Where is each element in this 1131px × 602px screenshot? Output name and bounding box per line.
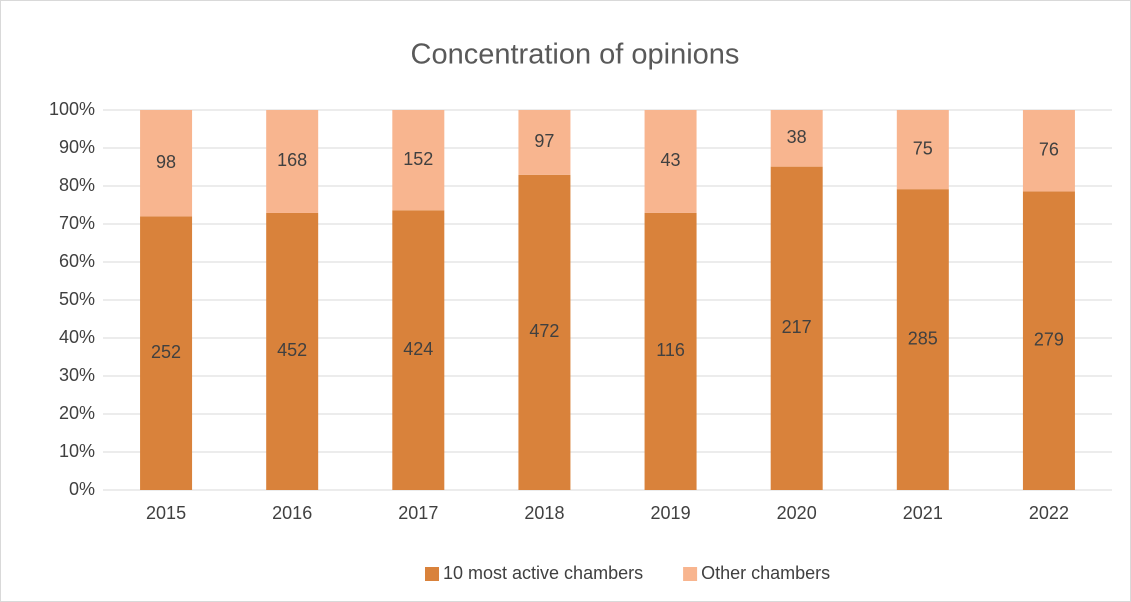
data-label: 98 — [156, 152, 176, 172]
data-label: 168 — [277, 150, 307, 170]
x-tick-label: 2022 — [1029, 503, 1069, 523]
y-tick-label: 30% — [59, 365, 95, 385]
x-tick-label: 2021 — [903, 503, 943, 523]
bar-segment — [392, 110, 445, 211]
bar-segment — [770, 110, 823, 167]
y-tick-label: 80% — [59, 175, 95, 195]
x-tick-label: 2020 — [777, 503, 817, 523]
data-label: 285 — [908, 328, 938, 348]
data-label: 43 — [661, 150, 681, 170]
bar-segment — [140, 110, 193, 217]
data-label: 76 — [1039, 139, 1059, 159]
y-tick-label: 90% — [59, 137, 95, 157]
y-tick-label: 40% — [59, 327, 95, 347]
bar-segment — [518, 174, 571, 490]
y-tick-label: 10% — [59, 441, 95, 461]
x-tick-label: 2016 — [272, 503, 312, 523]
x-tick-label: 2015 — [146, 503, 186, 523]
x-tick-label: 2019 — [651, 503, 691, 523]
legend-label: 10 most active chambers — [443, 563, 643, 583]
data-label: 217 — [782, 317, 812, 337]
data-label: 424 — [403, 339, 433, 359]
x-tick-label: 2017 — [398, 503, 438, 523]
y-tick-label: 20% — [59, 403, 95, 423]
bar-segment — [392, 210, 445, 490]
data-label: 279 — [1034, 329, 1064, 349]
bar-segment — [266, 110, 319, 213]
data-label: 75 — [913, 138, 933, 158]
bar-segment — [770, 166, 823, 491]
data-label: 452 — [277, 340, 307, 360]
data-label: 472 — [529, 321, 559, 341]
bar-segment — [266, 212, 319, 490]
bar-segment — [644, 212, 697, 491]
bar-segment — [644, 110, 697, 213]
data-label: 116 — [656, 340, 685, 360]
bar-segment — [140, 216, 193, 490]
data-label: 152 — [403, 149, 433, 169]
data-label: 97 — [534, 131, 554, 151]
legend-label: Other chambers — [701, 563, 830, 583]
bar-segment — [896, 110, 949, 190]
data-label: 38 — [787, 127, 807, 147]
bar-segment — [518, 110, 571, 175]
bar-segment — [896, 189, 949, 490]
bar-segment — [1022, 191, 1075, 490]
chart-title: Concentration of opinions — [411, 39, 740, 71]
y-tick-label: 60% — [59, 251, 95, 271]
y-tick-label: 0% — [69, 479, 95, 499]
legend-swatch — [425, 567, 439, 581]
y-tick-label: 50% — [59, 289, 95, 309]
data-label: 252 — [151, 342, 181, 362]
x-tick-label: 2018 — [524, 503, 564, 523]
bar-segment — [1022, 110, 1075, 192]
y-tick-label: 100% — [49, 99, 95, 119]
legend-swatch — [683, 567, 698, 581]
y-tick-label: 70% — [59, 213, 95, 233]
